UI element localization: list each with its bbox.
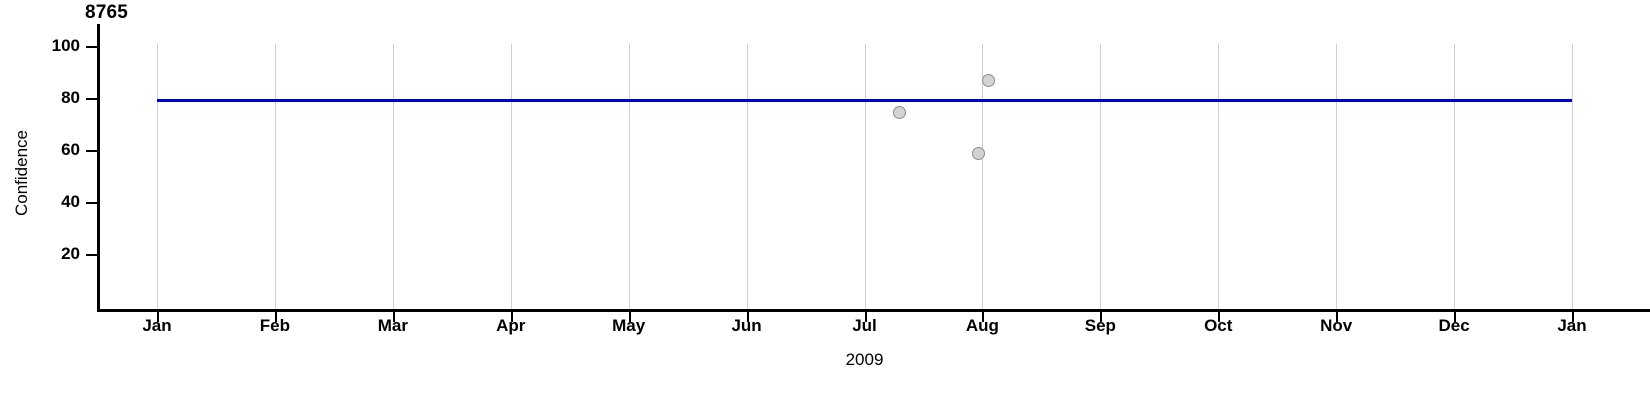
y-tick-label-20: 20 [61, 244, 80, 263]
y-tick-mark-80 [86, 98, 97, 100]
gridline-dec-11 [1454, 44, 1456, 310]
threshold-line [157, 99, 1572, 103]
x-tick-mark-10 [1336, 312, 1339, 322]
x-tick-mark-5 [746, 312, 749, 322]
x-tick-label-sep-8: Sep [1084, 316, 1116, 335]
x-axis-spine [97, 309, 1650, 312]
x-tick-label-jul-6: Jul [852, 316, 877, 335]
y-tick-mark-100 [86, 46, 97, 48]
x-tick-label-aug-7: Aug [965, 316, 999, 335]
gridline-sep-8 [1100, 44, 1102, 310]
y-tick-label-80: 80 [61, 88, 80, 107]
x-tick-mark-11 [1454, 312, 1457, 322]
y-tick-mark-40 [86, 202, 97, 204]
y-tick-label-100: 100 [51, 36, 80, 55]
plot-area [97, 24, 1650, 312]
gridline-jan-12 [1572, 44, 1573, 310]
gridline-feb-1 [274, 44, 276, 310]
x-tick-label-mar-2: Mar [377, 316, 408, 335]
y-tick-label-60: 60 [61, 140, 80, 159]
y-tick-label-40: 40 [61, 192, 80, 211]
x-tick-mark-12 [1572, 312, 1574, 322]
gridline-mar-2 [392, 44, 394, 310]
y-tick-mark-20 [86, 254, 97, 256]
x-tick-label-dec-11: Dec [1438, 316, 1470, 335]
y-axis-spine [97, 24, 100, 312]
gridline-nov-10 [1336, 44, 1338, 310]
gridline-may-4 [628, 44, 630, 310]
data-point [981, 74, 995, 88]
gridline-apr-3 [510, 44, 512, 310]
x-tick-mark-2 [392, 312, 395, 322]
x-tick-label-jan-12: Jan [1557, 316, 1587, 335]
x-tick-mark-7 [982, 312, 985, 322]
x-tick-mark-0 [157, 312, 159, 322]
gridline-aug-7 [982, 44, 984, 310]
x-tick-label-jun-5: Jun [731, 316, 762, 335]
x-tick-label-feb-1: Feb [259, 316, 291, 335]
x-tick-mark-8 [1100, 312, 1103, 322]
x-tick-mark-3 [510, 312, 513, 322]
x-tick-label-may-4: May [612, 316, 646, 335]
y-axis-label: Confidence [12, 130, 31, 217]
gridline-jul-6 [864, 44, 866, 310]
x-tick-label-jan-0: Jan [142, 316, 172, 335]
data-point [893, 105, 907, 119]
x-tick-mark-9 [1218, 312, 1221, 322]
x-tick-mark-1 [274, 312, 277, 322]
chart-title: 8765 [85, 2, 129, 23]
x-tick-mark-4 [628, 312, 631, 322]
data-point [972, 147, 986, 161]
x-tick-mark-6 [864, 312, 867, 322]
x-tick-label-oct-9: Oct [1204, 316, 1233, 335]
gridline-jan-0 [157, 44, 158, 310]
gridline-jun-5 [746, 44, 748, 310]
gridline-oct-9 [1218, 44, 1220, 310]
x-tick-label-nov-10: Nov [1320, 316, 1353, 335]
x-axis-label: 2009 [845, 350, 884, 369]
x-tick-label-apr-3: Apr [496, 316, 526, 335]
y-tick-mark-60 [86, 150, 97, 152]
